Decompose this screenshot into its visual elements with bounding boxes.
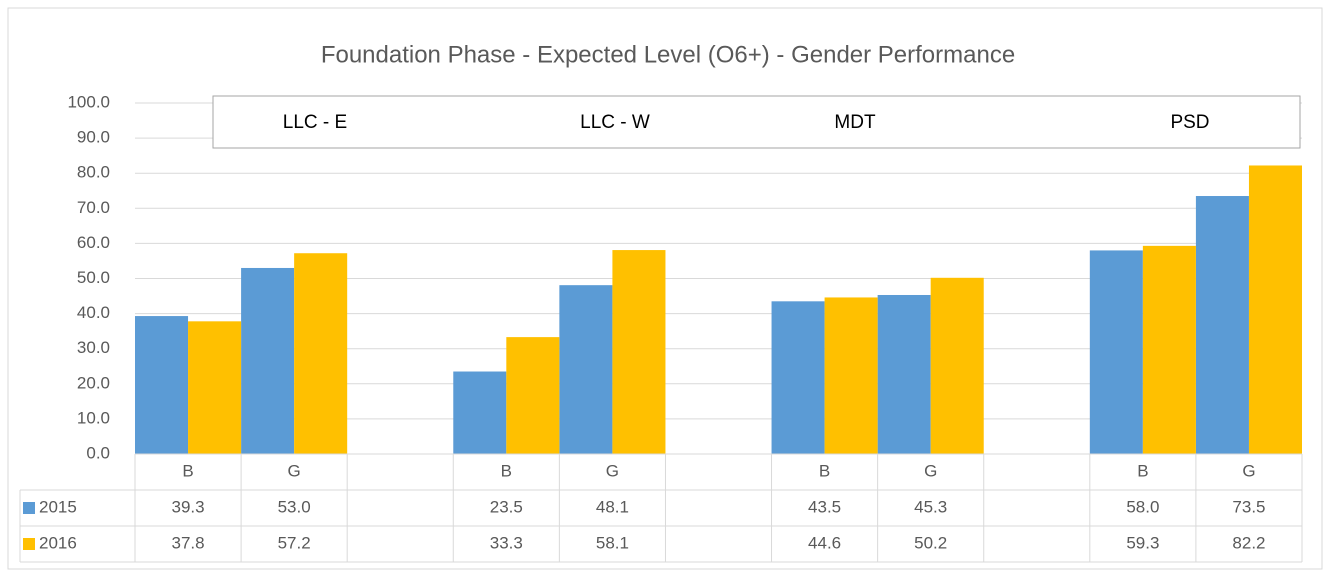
chart-title: Foundation Phase - Expected Level (O6+) … [321, 41, 1015, 68]
bar [877, 294, 931, 454]
y-tick-label: 20.0 [77, 373, 110, 392]
bar [930, 277, 984, 454]
x-tick-label: B [819, 461, 830, 480]
bar [824, 297, 878, 454]
y-tick-label: 0.0 [86, 443, 110, 462]
data-table-value: 58.0 [1126, 497, 1159, 516]
bar [1195, 196, 1249, 454]
bar [506, 337, 560, 454]
y-tick-label: 50.0 [77, 268, 110, 287]
x-tick-label: G [606, 461, 619, 480]
data-table-value: 45.3 [914, 497, 947, 516]
legend-label: 2016 [39, 533, 77, 552]
x-tick-label: G [924, 461, 937, 480]
data-table-value: 57.2 [278, 533, 311, 552]
data-table-value: 39.3 [171, 497, 204, 516]
y-tick-label: 100.0 [67, 92, 110, 111]
x-tick-label: G [288, 461, 301, 480]
legend-swatch [23, 538, 35, 550]
y-tick-label: 70.0 [77, 198, 110, 217]
data-table-value: 50.2 [914, 533, 947, 552]
data-table-value: 33.3 [490, 533, 523, 552]
bar [559, 285, 613, 454]
x-tick-label: B [182, 461, 193, 480]
data-table-value: 23.5 [490, 497, 523, 516]
data-table-value: 44.6 [808, 533, 841, 552]
group-label: LLC - W [580, 112, 650, 133]
bar [1142, 245, 1196, 454]
y-tick-label: 40.0 [77, 303, 110, 322]
bar [135, 316, 189, 454]
bar [1089, 250, 1143, 454]
group-label: LLC - E [283, 112, 347, 133]
group-label: MDT [834, 112, 876, 133]
data-table-value: 73.5 [1232, 497, 1265, 516]
x-tick-label: B [501, 461, 512, 480]
bar [771, 301, 825, 454]
y-tick-label: 10.0 [77, 408, 110, 427]
bar [612, 250, 666, 454]
x-tick-label: B [1137, 461, 1148, 480]
legend-swatch [23, 502, 35, 514]
data-table-value: 43.5 [808, 497, 841, 516]
bar [1248, 165, 1302, 454]
x-tick-label: G [1242, 461, 1255, 480]
data-table-value: 59.3 [1126, 533, 1159, 552]
legend-label: 2015 [39, 497, 77, 516]
y-tick-label: 80.0 [77, 163, 110, 182]
y-tick-label: 60.0 [77, 233, 110, 252]
bar [188, 321, 242, 454]
group-label: PSD [1170, 112, 1209, 133]
data-table-value: 37.8 [171, 533, 204, 552]
data-table-value: 53.0 [278, 497, 311, 516]
bar [241, 267, 295, 454]
data-table-value: 58.1 [596, 533, 629, 552]
bar [294, 253, 348, 454]
y-tick-label: 30.0 [77, 338, 110, 357]
bar [453, 371, 507, 454]
group-label-box [212, 95, 1301, 149]
data-table-value: 48.1 [596, 497, 629, 516]
y-tick-label: 90.0 [77, 128, 110, 147]
data-table-value: 82.2 [1232, 533, 1265, 552]
